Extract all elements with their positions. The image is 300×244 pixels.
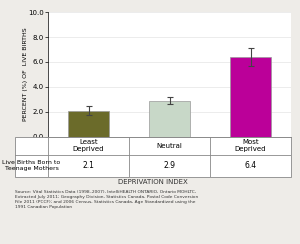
- Text: Least
Deprived: Least Deprived: [73, 139, 104, 152]
- Text: 2.1: 2.1: [82, 161, 94, 170]
- Y-axis label: PERCENT (%) OF  LIVE BIRTHS: PERCENT (%) OF LIVE BIRTHS: [23, 28, 28, 121]
- Text: Most
Deprived: Most Deprived: [235, 139, 266, 152]
- Text: 6.4: 6.4: [244, 161, 256, 170]
- Bar: [149, 101, 190, 137]
- Text: Live Births Born to
Teenage Mothers: Live Births Born to Teenage Mothers: [2, 160, 61, 171]
- Text: DEPRIVATION INDEX: DEPRIVATION INDEX: [118, 179, 188, 185]
- Bar: [230, 57, 271, 137]
- Text: Neutral: Neutral: [157, 143, 182, 149]
- Bar: [68, 111, 109, 137]
- Text: Source: Vital Statistics Data (1998–2007), IntelliHEALTH ONTARIO, Ontario MOHLTC: Source: Vital Statistics Data (1998–2007…: [15, 190, 198, 209]
- Text: 2.9: 2.9: [164, 161, 175, 170]
